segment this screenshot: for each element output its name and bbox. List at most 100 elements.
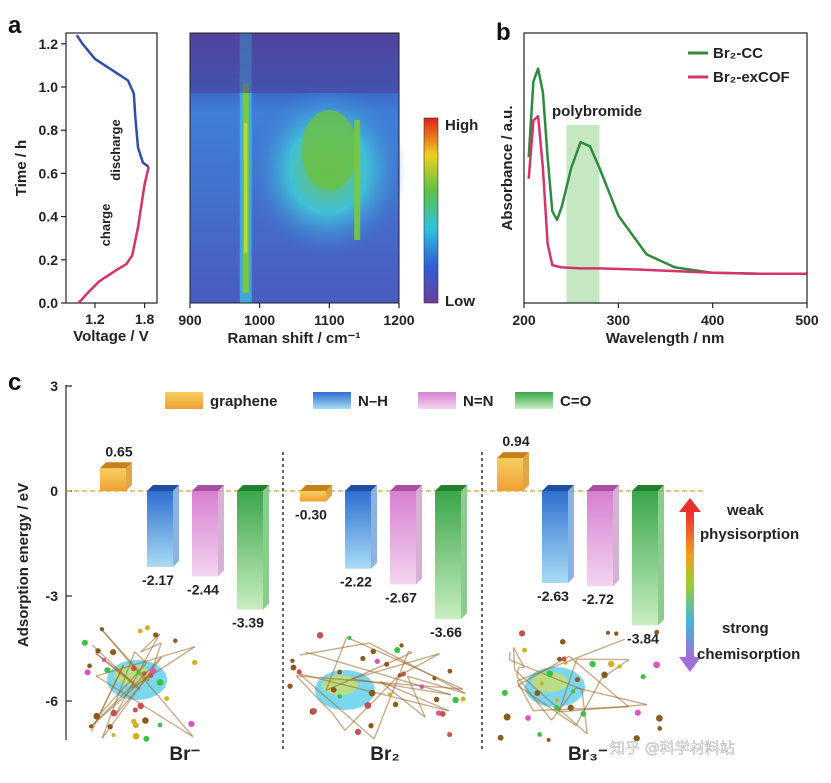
atom xyxy=(287,683,293,689)
charge-density-cloud xyxy=(532,672,568,692)
atom xyxy=(554,697,560,703)
energy-bar-top xyxy=(300,485,332,491)
bond xyxy=(575,678,603,726)
atom xyxy=(143,735,150,742)
energy-bar xyxy=(237,491,263,610)
atom xyxy=(142,671,147,676)
atom xyxy=(534,690,541,696)
xtick-label: 1200 xyxy=(383,312,414,328)
bond xyxy=(516,638,626,682)
legend-swatch xyxy=(515,392,553,409)
watermark: 知乎 @科学材料站 xyxy=(610,739,735,757)
atom xyxy=(337,669,343,675)
ytick-label: -3 xyxy=(46,588,59,604)
ytick-label: 0.0 xyxy=(39,295,59,311)
annotation-polybromide: polybromide xyxy=(552,103,642,120)
energy-bar xyxy=(147,491,173,567)
bond xyxy=(516,667,520,677)
atom xyxy=(614,631,619,636)
annotation-charge: charge xyxy=(98,204,113,247)
energy-bar-side xyxy=(173,485,179,567)
atom xyxy=(330,686,337,693)
atom xyxy=(640,674,646,680)
panel-b-xlabel: Wavelength / nm xyxy=(606,330,725,347)
panel-a-left-xticks: 1.2 1.8 xyxy=(85,303,155,327)
atom xyxy=(384,661,390,667)
atom xyxy=(137,702,144,710)
bond xyxy=(509,659,583,691)
polybromide-highlight xyxy=(566,125,600,303)
energy-bar-top xyxy=(100,462,132,469)
atom xyxy=(653,661,660,669)
energy-value-label: -2.44 xyxy=(187,581,219,597)
energy-bar-top xyxy=(497,452,529,459)
atom xyxy=(137,628,143,634)
xtick-label: 500 xyxy=(795,312,819,328)
atom xyxy=(392,701,399,708)
atom xyxy=(557,656,562,662)
atom xyxy=(634,709,641,716)
energy-bar-side xyxy=(658,485,664,626)
xtick-label: 300 xyxy=(607,312,631,328)
atom xyxy=(394,647,401,654)
atom xyxy=(503,713,511,721)
atom xyxy=(95,648,101,654)
band-980-peak xyxy=(244,123,248,253)
atom xyxy=(539,681,544,686)
bond xyxy=(95,652,135,684)
panel-c-legend: graphene N–H N=N C=O xyxy=(165,392,592,410)
ytick-label: 0.4 xyxy=(39,209,59,225)
energy-bar xyxy=(192,491,218,577)
scale-arrow-shaft xyxy=(686,512,694,657)
atom xyxy=(601,671,608,679)
atom xyxy=(571,689,576,694)
series-curve xyxy=(527,67,807,276)
energy-value-label: -3.66 xyxy=(430,624,462,640)
scale-chemisorption: chemisorption xyxy=(697,646,800,663)
atom xyxy=(337,694,342,699)
atom xyxy=(88,724,94,729)
bond xyxy=(516,676,553,721)
ytick-label: 0.8 xyxy=(39,122,59,138)
legend-br2-cc: Br₂-CC xyxy=(713,45,763,62)
atom xyxy=(374,658,380,664)
energy-bar xyxy=(542,491,568,584)
legend-label: graphene xyxy=(210,393,278,410)
energy-bar xyxy=(435,491,461,620)
atom xyxy=(290,664,297,671)
ytick-label: 1.2 xyxy=(39,36,59,52)
atom xyxy=(554,705,560,711)
atom xyxy=(522,647,527,653)
atom xyxy=(433,696,440,703)
atom xyxy=(101,657,107,663)
xtick-label: 1.8 xyxy=(135,311,155,327)
atom xyxy=(104,667,111,674)
colorbar-high: High xyxy=(445,117,478,134)
bond xyxy=(558,658,578,713)
energy-value-label: -2.72 xyxy=(582,591,614,607)
colorbar xyxy=(423,117,439,304)
bond xyxy=(298,673,375,740)
energy-value-label: -2.67 xyxy=(385,589,417,605)
energy-bar-top xyxy=(237,485,269,491)
panel-a-raman-heatmap: 900 1000 1100 1200 Raman shift / cm⁻¹ High … xyxy=(178,32,478,347)
panel-a-ylabel: Time / h xyxy=(13,140,30,196)
xtick-label: 900 xyxy=(178,312,202,328)
bond xyxy=(90,664,125,732)
atom xyxy=(110,709,118,717)
energy-bar-side xyxy=(416,485,422,585)
bond xyxy=(533,706,629,712)
energy-bar-side xyxy=(263,485,269,610)
bond xyxy=(101,651,136,739)
ytick-label: 0.6 xyxy=(39,165,59,181)
bond xyxy=(351,678,452,696)
energy-bar-top xyxy=(587,485,619,491)
panel-b-absorbance: 200 300 400 500 polybromide Wavelength / nm… xyxy=(499,32,819,347)
atom xyxy=(316,632,324,639)
bond xyxy=(102,630,194,737)
scale-strong: strong xyxy=(722,620,769,637)
atom xyxy=(131,665,137,672)
atom xyxy=(617,664,622,669)
atom xyxy=(93,712,101,720)
